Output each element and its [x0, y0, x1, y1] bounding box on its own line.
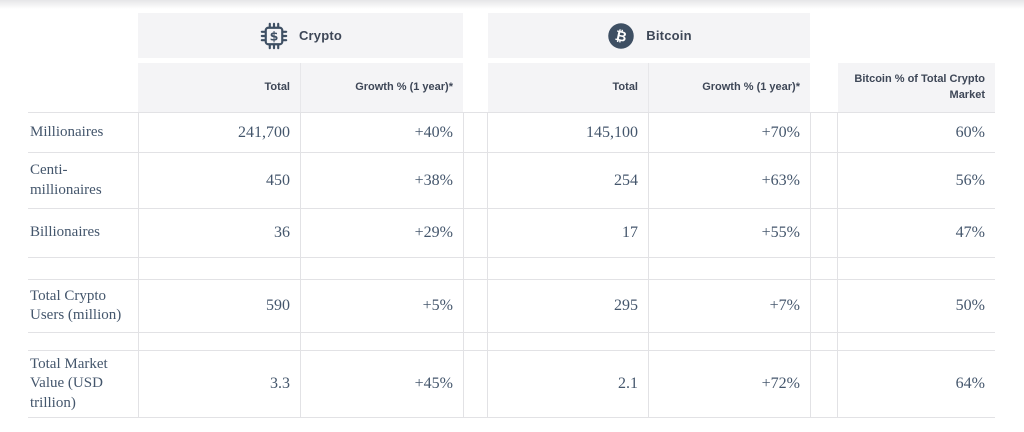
spacer-row-cell	[838, 257, 995, 279]
cell-crypto-total: 3.3	[138, 350, 300, 418]
subheader-spacer	[28, 63, 138, 112]
gap-cell	[463, 208, 488, 257]
gap-spacer	[463, 13, 488, 58]
svg-text:$: $	[270, 28, 279, 43]
cell-bitcoin-total: 145,100	[488, 112, 648, 152]
spacer-row-cell	[138, 332, 300, 350]
column-header-bitcoin-growth: Growth % (1 year)*	[648, 63, 810, 112]
spacer-row-cell	[810, 257, 838, 279]
spacer-row-cell	[838, 332, 995, 350]
gap-cell	[463, 152, 488, 208]
gap-cell	[810, 350, 838, 418]
gap-cell	[810, 152, 838, 208]
spacer-row-cell	[488, 257, 648, 279]
gap-cell	[810, 279, 838, 332]
row-label-billionaires: Billionaires	[28, 208, 138, 257]
column-header-crypto-total: Total	[138, 63, 300, 112]
spacer-row-cell	[488, 332, 648, 350]
spacer-row-cell	[648, 257, 810, 279]
crypto-chip-dollar-icon: $	[259, 21, 289, 51]
gap-spacer	[810, 13, 995, 58]
cell-bitcoin-share: 60%	[838, 112, 995, 152]
column-header-bitcoin-total: Total	[488, 63, 648, 112]
row-label-centi-millionaires: Centi-millionaires	[28, 152, 138, 208]
gap-cell	[810, 208, 838, 257]
row-label-millionaires: Millionaires	[28, 112, 138, 152]
column-header-crypto-growth: Growth % (1 year)*	[300, 63, 463, 112]
cell-crypto-total: 450	[138, 152, 300, 208]
cell-crypto-growth: +29%	[300, 208, 463, 257]
cell-bitcoin-growth: +55%	[648, 208, 810, 257]
cell-crypto-total: 241,700	[138, 112, 300, 152]
corner-spacer	[28, 13, 138, 58]
spacer-row-cell	[463, 332, 488, 350]
comparison-table: $ Crypto ₿ Bitcoin Total Growth % (1 yea…	[28, 13, 995, 418]
column-header-bitcoin-share: Bitcoin % of Total Crypto Market	[838, 63, 995, 112]
row-label-total-market-value: Total Market Value (USD trillion)	[28, 350, 138, 418]
cell-crypto-growth: +45%	[300, 350, 463, 418]
cell-bitcoin-total: 17	[488, 208, 648, 257]
cell-bitcoin-total: 2.1	[488, 350, 648, 418]
cell-bitcoin-total: 295	[488, 279, 648, 332]
spacer-row-cell	[138, 257, 300, 279]
spacer-row-cell	[463, 257, 488, 279]
top-shadow	[0, 0, 1024, 9]
gap-cell	[463, 279, 488, 332]
spacer-row-cell	[300, 257, 463, 279]
cell-crypto-total: 36	[138, 208, 300, 257]
cell-bitcoin-share: 47%	[838, 208, 995, 257]
cell-crypto-growth: +5%	[300, 279, 463, 332]
cell-crypto-growth: +40%	[300, 112, 463, 152]
gap-cell	[810, 112, 838, 152]
group-header-bitcoin: ₿ Bitcoin	[488, 13, 810, 58]
group-label-crypto: Crypto	[298, 28, 343, 43]
cell-bitcoin-growth: +70%	[648, 112, 810, 152]
gap-spacer	[810, 63, 838, 112]
gap-cell	[463, 112, 488, 152]
bitcoin-icon: ₿	[606, 21, 636, 51]
cell-bitcoin-growth: +72%	[648, 350, 810, 418]
cell-bitcoin-growth: +63%	[648, 152, 810, 208]
group-header-crypto: $ Crypto	[138, 13, 463, 58]
cell-bitcoin-share: 56%	[838, 152, 995, 208]
gap-spacer	[463, 63, 488, 112]
cell-crypto-total: 590	[138, 279, 300, 332]
cell-bitcoin-total: 254	[488, 152, 648, 208]
spacer-row-cell	[28, 257, 138, 279]
spacer-row-cell	[810, 332, 838, 350]
spacer-row-cell	[648, 332, 810, 350]
spacer-row-cell	[300, 332, 463, 350]
gap-cell	[463, 350, 488, 418]
cell-bitcoin-growth: +7%	[648, 279, 810, 332]
spacer-row-cell	[28, 332, 138, 350]
group-label-bitcoin: Bitcoin	[646, 28, 692, 43]
cell-crypto-growth: +38%	[300, 152, 463, 208]
cell-bitcoin-share: 50%	[838, 279, 995, 332]
row-label-total-crypto-users: Total Crypto Users (million)	[28, 279, 138, 332]
cell-bitcoin-share: 64%	[838, 350, 995, 418]
svg-text:₿: ₿	[614, 27, 629, 45]
